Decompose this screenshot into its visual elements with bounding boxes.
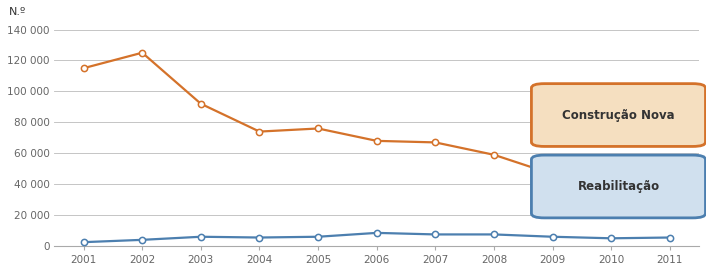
Text: N.º: N.º [9, 7, 26, 17]
FancyBboxPatch shape [532, 155, 705, 218]
Text: Reabilitação: Reabilitação [578, 180, 659, 193]
Text: Construção Nova: Construção Nova [562, 109, 675, 122]
FancyBboxPatch shape [532, 84, 705, 146]
